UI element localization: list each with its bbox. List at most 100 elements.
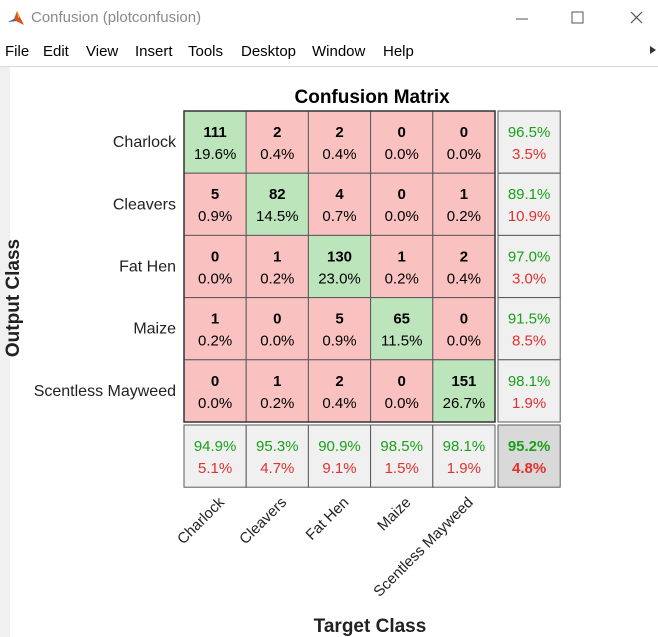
- cell-percent-label: 0.2%: [198, 333, 232, 350]
- target-class-tick-label: Fat Hen: [303, 494, 353, 544]
- incorrect-cell: [245, 110, 309, 174]
- menu-edit[interactable]: Edit: [43, 43, 69, 60]
- output-class-tick-label: Cleavers: [113, 196, 176, 213]
- cell-percent-label: 0.2%: [385, 270, 419, 287]
- cell-count-label: 1: [273, 373, 281, 390]
- column-incorrect-label: 1.9%: [447, 460, 481, 477]
- incorrect-cell: [370, 110, 434, 174]
- column-incorrect-label: 9.1%: [322, 460, 356, 477]
- row-incorrect-label: 3.0%: [512, 270, 546, 287]
- row-summary-cell: [497, 297, 561, 361]
- correct-cell: [307, 234, 372, 299]
- column-correct-label: 95.3%: [256, 438, 299, 455]
- cell-percent-label: 0.4%: [260, 146, 294, 163]
- cell-percent-label: 0.0%: [385, 395, 419, 412]
- cell-percent-label: 0.7%: [322, 208, 356, 225]
- cell-count-label: 1: [273, 248, 281, 265]
- cell-percent-label: 0.4%: [322, 395, 356, 412]
- cell-percent-label: 0.2%: [260, 395, 294, 412]
- cell-count-label: 0: [398, 373, 406, 390]
- cell-percent-label: 0.4%: [322, 146, 356, 163]
- cell-count-label: 111: [203, 124, 226, 141]
- menu-view[interactable]: View: [86, 43, 119, 60]
- row-correct-label: 91.5%: [508, 311, 551, 328]
- cell-count-label: 0: [398, 124, 406, 141]
- cell-percent-label: 0.0%: [198, 270, 232, 287]
- menu-insert[interactable]: Insert: [135, 43, 173, 60]
- incorrect-cell: [245, 234, 309, 299]
- target-class-tick-label: Charlock: [174, 494, 228, 548]
- correct-cell: [183, 110, 247, 174]
- cell-percent-label: 0.0%: [447, 333, 481, 350]
- minimize-button[interactable]: [502, 4, 542, 32]
- incorrect-cell: [307, 297, 372, 361]
- matrix-frame: [183, 110, 496, 423]
- cell-count-label: 0: [273, 311, 281, 328]
- y-axis-label: Output Class: [3, 239, 24, 357]
- menu-help[interactable]: Help: [383, 43, 414, 60]
- output-class-tick-label: Maize: [133, 321, 176, 338]
- menu-tools[interactable]: Tools: [188, 43, 224, 60]
- incorrect-cell: [307, 359, 372, 423]
- matlab-icon: [6, 8, 26, 28]
- incorrect-cell: [183, 172, 247, 236]
- cell-percent-label: 0.0%: [447, 146, 481, 163]
- row-summary-cell: [497, 172, 561, 236]
- row-correct-label: 98.1%: [508, 373, 551, 390]
- output-class-tick-label: Fat Hen: [119, 259, 176, 276]
- column-summary-cell: [245, 424, 309, 488]
- cell-count-label: 0: [460, 124, 468, 141]
- correct-cell: [432, 359, 496, 423]
- cell-percent-label: 0.4%: [447, 270, 481, 287]
- incorrect-cell: [370, 359, 434, 423]
- column-incorrect-label: 1.5%: [385, 460, 419, 477]
- cell-count-label: 0: [211, 248, 219, 265]
- cell-percent-label: 0.9%: [198, 208, 232, 225]
- output-class-tick-label: Charlock: [113, 134, 177, 151]
- row-incorrect-label: 3.5%: [512, 146, 546, 163]
- cell-percent-label: 0.0%: [385, 208, 419, 225]
- cell-percent-label: 0.9%: [322, 333, 356, 350]
- cell-count-label: 82: [269, 186, 286, 203]
- row-correct-label: 97.0%: [508, 248, 551, 265]
- cell-count-label: 2: [335, 373, 343, 390]
- target-class-tick-label: Maize: [374, 494, 414, 534]
- cell-count-label: 65: [393, 311, 410, 328]
- cell-count-label: 1: [460, 186, 468, 203]
- dock-arrow-icon[interactable]: [648, 44, 658, 56]
- menu-file[interactable]: File: [5, 43, 30, 60]
- cell-count-label: 2: [335, 124, 343, 141]
- cell-count-label: 5: [211, 186, 219, 203]
- incorrect-cell: [370, 172, 434, 236]
- column-summary-cell: [183, 424, 247, 488]
- incorrect-cell: [245, 359, 309, 423]
- row-incorrect-label: 8.5%: [512, 333, 546, 350]
- cell-count-label: 130: [327, 248, 352, 265]
- overall-correct-label: 95.2%: [508, 438, 551, 455]
- x-axis-label: Target Class: [314, 616, 427, 637]
- incorrect-cell: [183, 359, 247, 423]
- column-correct-label: 98.1%: [443, 438, 486, 455]
- overall-incorrect-label: 4.8%: [512, 460, 546, 477]
- window-title: Confusion (plotconfusion): [31, 9, 202, 26]
- column-summary-cell: [432, 424, 496, 488]
- column-correct-label: 98.5%: [380, 438, 423, 455]
- correct-cell: [370, 297, 434, 361]
- maximize-button[interactable]: [558, 4, 598, 32]
- cell-percent-label: 0.0%: [260, 333, 294, 350]
- cell-percent-label: 14.5%: [256, 208, 299, 225]
- incorrect-cell: [432, 172, 496, 236]
- menu-window[interactable]: Window: [312, 43, 366, 60]
- menu-bar: File Edit View Insert Tools Desktop Wind…: [0, 38, 658, 67]
- cell-count-label: 2: [460, 248, 468, 265]
- incorrect-cell: [307, 110, 372, 174]
- menu-desktop[interactable]: Desktop: [241, 43, 297, 60]
- cell-count-label: 2: [273, 124, 281, 141]
- column-summary-cell: [307, 424, 372, 488]
- close-button[interactable]: [616, 4, 656, 32]
- cell-count-label: 1: [398, 248, 406, 265]
- cell-count-label: 1: [211, 311, 219, 328]
- target-class-tick-label: Cleavers: [236, 494, 290, 548]
- output-class-tick-label: Scentless Mayweed: [34, 383, 176, 400]
- incorrect-cell: [183, 234, 247, 299]
